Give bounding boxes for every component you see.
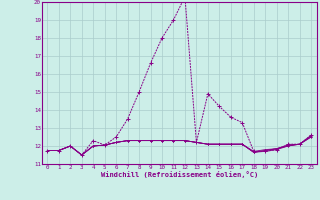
X-axis label: Windchill (Refroidissement éolien,°C): Windchill (Refroidissement éolien,°C) bbox=[100, 171, 258, 178]
